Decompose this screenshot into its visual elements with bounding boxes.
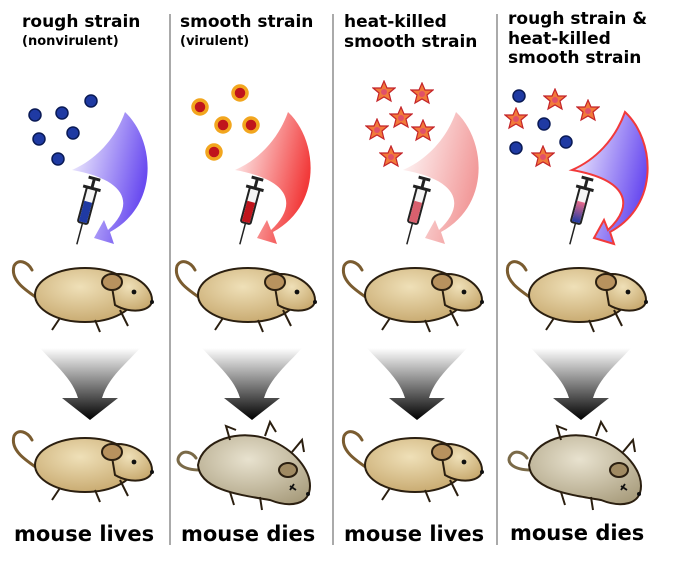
heat-killed-cell — [372, 80, 396, 102]
panel-1-cells — [28, 94, 98, 166]
panel-2-result: mouse dies — [181, 522, 316, 546]
heat-killed-cell — [410, 82, 434, 104]
panel-1-injected-mouse — [11, 260, 154, 333]
rough-cell — [55, 106, 69, 120]
rough-cell — [32, 132, 46, 146]
rough-cell — [28, 108, 42, 122]
panel-3-injected-mouse — [341, 260, 484, 333]
panel-2-subtitle: (virulent) — [180, 33, 250, 49]
heat-killed-cell — [411, 119, 435, 141]
panel-4-syringe — [569, 175, 594, 245]
heat-killed-cell — [504, 107, 528, 129]
panel-1-down-arrow — [40, 348, 140, 420]
panel-4-title-line2: heat-killed — [508, 28, 611, 49]
panel-3-down-arrow — [367, 348, 467, 420]
panel-1-outcome-mouse-alive — [11, 430, 154, 503]
smooth-cell — [205, 143, 223, 161]
panel-1-header: rough strain (nonvirulent) — [22, 12, 141, 49]
panel-4-cells — [504, 88, 600, 167]
panel-3-title-line2: smooth strain — [344, 31, 478, 52]
smooth-cell — [214, 116, 232, 134]
heat-killed-cell — [389, 106, 413, 128]
panel-3-cells — [365, 80, 435, 167]
panel-4-header: rough strain & heat-killed smooth strain — [508, 9, 648, 69]
smooth-cell — [231, 84, 249, 102]
heat-killed-cell — [543, 88, 567, 110]
heat-killed-cell — [365, 118, 389, 140]
rough-cell — [84, 94, 98, 108]
rough-cell — [559, 135, 573, 149]
panel-2-header: smooth strain (virulent) — [180, 12, 314, 49]
panel-2-syringe — [239, 175, 264, 245]
panel-2-down-arrow — [202, 348, 302, 420]
heat-killed-cell — [576, 99, 600, 121]
rough-cell — [66, 126, 80, 140]
panel-3-syringe — [406, 175, 431, 245]
heat-killed-cell — [531, 145, 555, 167]
panel-4-title: rough strain & — [508, 9, 648, 29]
panel-3-result: mouse lives — [344, 522, 485, 546]
rough-cell — [537, 117, 551, 131]
panel-4-arrow — [568, 110, 649, 246]
panel-2-arrow — [235, 112, 311, 244]
panel-1-syringe — [76, 175, 101, 245]
panel-1-result: mouse lives — [14, 522, 155, 546]
panel-2-cells — [191, 84, 260, 161]
rough-cell — [509, 141, 523, 155]
panel-4-outcome-mouse-dead — [507, 419, 643, 511]
panel-1-title: rough strain — [22, 12, 141, 32]
panel-4-injected-mouse — [505, 260, 648, 333]
panel-1-arrow — [72, 112, 148, 244]
panel-3-outcome-mouse-alive — [341, 430, 484, 503]
panel-2-outcome-mouse-dead — [176, 419, 312, 511]
smooth-cell — [242, 116, 260, 134]
panel-4-down-arrow — [531, 348, 631, 420]
panel-3-arrow — [403, 112, 479, 244]
rough-cell — [512, 89, 526, 103]
panel-3-title: heat-killed — [344, 12, 447, 32]
panel-2-title: smooth strain — [180, 12, 314, 32]
panel-2-injected-mouse — [174, 260, 317, 333]
smooth-cell — [191, 98, 209, 116]
panel-1-subtitle: (nonvirulent) — [22, 33, 119, 49]
panel-3-header: heat-killed smooth strain — [344, 12, 478, 52]
panel-4-result: mouse dies — [510, 521, 645, 545]
rough-cell — [51, 152, 65, 166]
heat-killed-cell — [379, 145, 403, 167]
panel-4-title-line3: smooth strain — [508, 48, 642, 69]
